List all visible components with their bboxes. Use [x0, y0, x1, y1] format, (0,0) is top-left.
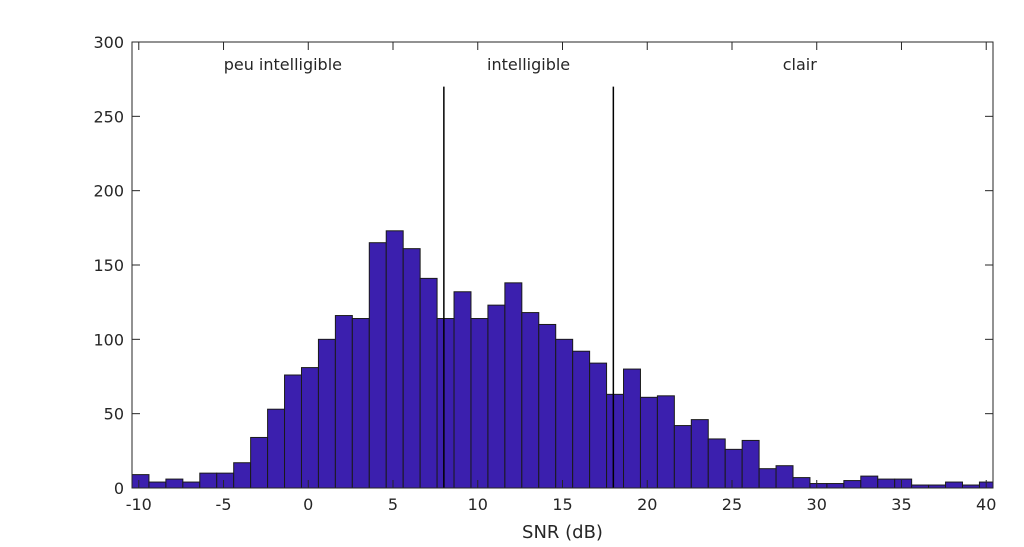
histogram-bar [148, 481, 167, 489]
y-tick-label: 150 [93, 256, 124, 275]
histogram-bar [199, 472, 218, 489]
histogram-bar [877, 478, 896, 489]
x-tick-label: 10 [468, 495, 488, 514]
histogram-bars [131, 230, 994, 489]
y-tick-label: 100 [93, 330, 124, 349]
histogram-bar [945, 481, 963, 489]
histogram-bar [538, 323, 557, 489]
x-tick-labels: -10 -5 0 5 10 15 20 25 30 35 40 [126, 495, 997, 514]
region-label: peu intelligible [224, 55, 342, 74]
x-tick-label: 35 [891, 495, 911, 514]
axis-ticks [132, 41, 993, 489]
x-tick-label: 0 [303, 495, 313, 514]
histogram-bar [233, 462, 252, 489]
histogram-bar [504, 282, 523, 489]
histogram-bar [741, 439, 760, 489]
histogram-bar [470, 318, 489, 489]
histogram-bar [894, 478, 913, 489]
region-label: intelligible [487, 55, 570, 74]
histogram-bar [826, 483, 845, 489]
y-tick-label: 300 [93, 33, 124, 52]
region-label: clair [783, 55, 817, 74]
y-tick-labels: 0 50 100 150 200 250 300 [93, 33, 124, 498]
histogram-bar [165, 478, 184, 489]
x-tick-label: 25 [722, 495, 742, 514]
x-tick-label: 20 [637, 495, 657, 514]
x-tick-label: 5 [388, 495, 398, 514]
x-tick-label: 30 [807, 495, 827, 514]
histogram-bar [623, 368, 641, 489]
histogram-bar [368, 242, 387, 489]
y-tick-label: 50 [104, 405, 124, 424]
histogram-bar [351, 318, 370, 489]
histogram-bar [182, 481, 201, 489]
histogram-bar [267, 408, 286, 489]
histogram-bar [572, 350, 591, 489]
histogram-bar [639, 396, 658, 489]
histogram-bar [300, 367, 319, 489]
histogram-bar [453, 291, 472, 489]
histogram-bar [758, 468, 777, 489]
histogram-bar [317, 338, 336, 489]
histogram-bar [402, 248, 421, 489]
y-tick-label: 0 [114, 479, 124, 498]
histogram-bar [606, 393, 625, 489]
histogram-bar [555, 338, 574, 489]
histogram-bar [284, 374, 302, 489]
histogram-bar [860, 475, 879, 489]
histogram-bar [843, 480, 862, 489]
histogram-bar [589, 362, 608, 489]
histogram-bar [724, 448, 743, 489]
threshold-lines [443, 86, 615, 488]
histogram-bar [131, 474, 150, 489]
y-tick-label: 200 [93, 182, 124, 201]
histogram-bar [250, 436, 269, 489]
histogram-bar [673, 425, 692, 489]
x-tick-label: -5 [216, 495, 232, 514]
histogram-bar [216, 472, 235, 489]
x-tick-label: 15 [552, 495, 572, 514]
histogram-bar [419, 277, 438, 489]
histogram-bar [792, 477, 811, 489]
histogram-bar [809, 483, 828, 489]
x-axis-label: SNR (dB) [522, 522, 603, 543]
y-tick-label: 250 [93, 107, 124, 126]
histogram-bar [521, 312, 540, 489]
histogram-bar [690, 419, 709, 489]
histogram-bar [487, 304, 506, 489]
histogram-bar [436, 318, 455, 489]
region-labels: peu intelligible intelligible clair [224, 55, 818, 74]
histogram-bar [707, 438, 726, 489]
x-tick-label: -10 [126, 495, 152, 514]
histogram-bar [334, 315, 353, 489]
histogram-bar [775, 465, 794, 489]
histogram-bar [385, 230, 404, 489]
x-tick-label: 40 [976, 495, 996, 514]
histogram-bar [656, 395, 675, 489]
